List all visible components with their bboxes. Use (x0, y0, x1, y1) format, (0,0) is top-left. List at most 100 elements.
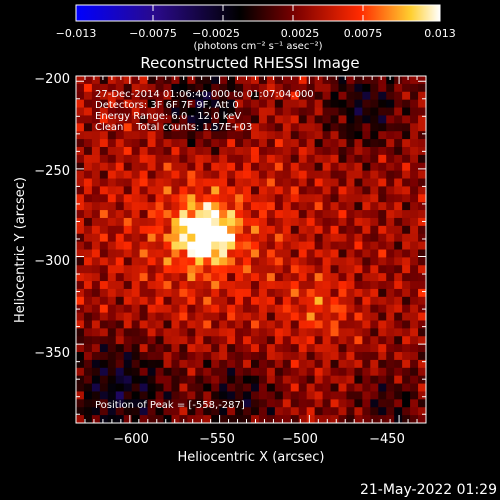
heatmap-cell (330, 375, 340, 385)
heatmap-cell (139, 99, 149, 109)
heatmap-cell (394, 233, 403, 243)
heatmap-cell (227, 288, 236, 298)
heatmap-cell (123, 76, 133, 85)
heatmap-cell (322, 265, 332, 274)
heatmap-cell (354, 76, 363, 85)
heatmap-cell (266, 210, 276, 219)
heatmap-cell (235, 146, 244, 156)
heatmap-cell (274, 328, 284, 337)
heatmap-cell (346, 312, 355, 322)
heatmap-cell (282, 115, 292, 124)
heatmap-cell (266, 154, 276, 164)
heatmap-cell (211, 304, 220, 314)
heatmap-cell (402, 146, 411, 156)
heatmap-cell (123, 99, 133, 109)
heatmap-cell (107, 76, 117, 85)
heatmap-cell (211, 76, 220, 85)
heatmap-cell (163, 170, 173, 180)
heatmap-cell (211, 131, 220, 140)
heatmap-cell (418, 83, 426, 93)
heatmap-cell (155, 391, 165, 400)
heatmap-cell (107, 281, 117, 290)
heatmap-cell (131, 139, 141, 148)
heatmap-cell (83, 194, 93, 203)
heatmap-cell (258, 352, 268, 361)
heatmap-cell (147, 107, 157, 117)
heatmap-cell (163, 391, 173, 400)
heatmap-cell (274, 107, 284, 117)
heatmap-cell (306, 91, 316, 101)
heatmap-cell (195, 107, 204, 117)
heatmap-cell (83, 225, 93, 235)
heatmap-cell (131, 225, 141, 235)
heatmap-cell (107, 391, 117, 400)
heatmap-cell (290, 312, 300, 322)
heatmap-cell (251, 225, 260, 235)
heatmap-cell (107, 241, 117, 251)
heatmap-cell (354, 281, 363, 290)
heatmap-cell (322, 146, 332, 156)
heatmap-cell (354, 83, 363, 93)
heatmap-cell (410, 352, 419, 361)
heatmap-cell (282, 359, 292, 369)
heatmap-cell (76, 344, 85, 353)
heatmap-cell (131, 383, 141, 393)
heatmap-cell (243, 352, 252, 361)
heatmap-cell (298, 233, 308, 243)
heatmap-cell (330, 76, 340, 85)
heatmap-cell (123, 265, 133, 274)
heatmap-cell (394, 367, 403, 377)
heatmap-cell (139, 154, 149, 164)
heatmap-cell (203, 257, 212, 266)
heatmap-cell (378, 76, 387, 85)
heatmap-cell (83, 336, 93, 345)
heatmap-cell (115, 131, 125, 140)
heatmap-cell (195, 83, 204, 93)
heatmap-cell (187, 367, 196, 377)
heatmap-cell (290, 115, 300, 124)
heatmap-cell (155, 194, 165, 203)
heatmap-cell (187, 296, 196, 306)
heatmap-cell (187, 91, 196, 101)
heatmap-cell (195, 217, 204, 227)
heatmap-cell (131, 407, 141, 416)
heatmap-cell (171, 146, 180, 156)
heatmap-cell (418, 415, 426, 423)
heatmap-cell (274, 359, 284, 369)
heatmap-cell (298, 383, 308, 393)
heatmap-cell (362, 202, 371, 211)
heatmap-cell (107, 170, 117, 180)
heatmap-cell (410, 178, 419, 188)
heatmap-cell (362, 367, 371, 377)
heatmap-cell (314, 312, 324, 322)
heatmap-cell (362, 107, 371, 117)
heatmap-cell (338, 391, 348, 400)
heatmap-cell (99, 178, 109, 188)
heatmap-cell (227, 91, 236, 101)
heatmap-cell (139, 320, 149, 329)
heatmap-cell (187, 202, 196, 211)
heatmap-cell (115, 399, 125, 408)
heatmap-cell (394, 131, 403, 140)
heatmap-cell (410, 225, 419, 235)
heatmap-cell (394, 375, 403, 385)
heatmap-cell (362, 139, 371, 148)
heatmap-cell (243, 273, 252, 282)
heatmap-cell (274, 170, 284, 180)
heatmap-cell (386, 99, 395, 109)
heatmap-cell (386, 202, 395, 211)
heatmap-cell (251, 131, 260, 140)
heatmap-cell (354, 123, 363, 132)
heatmap-cell (354, 288, 363, 298)
heatmap-cell (314, 336, 324, 345)
heatmap-cell (274, 288, 284, 298)
heatmap-cell (258, 375, 268, 385)
heatmap-cell (235, 344, 244, 353)
heatmap-cell (123, 178, 133, 188)
heatmap-cell (211, 320, 220, 329)
heatmap-cell (322, 139, 332, 148)
heatmap-cell (274, 123, 284, 132)
heatmap-cell (338, 107, 348, 117)
heatmap-cell (139, 359, 149, 369)
heatmap-cell (370, 76, 379, 85)
